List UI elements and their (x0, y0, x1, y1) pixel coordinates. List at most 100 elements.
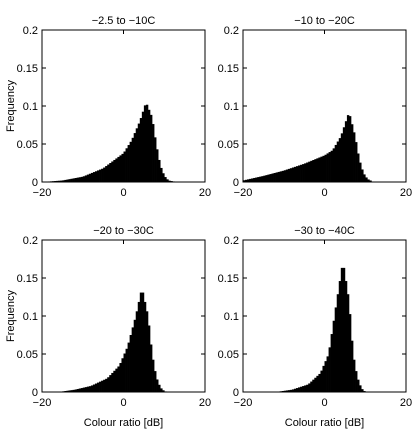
histogram-bar (145, 104, 149, 182)
x-tick-label: 20 (199, 187, 211, 199)
histogram-bar (263, 175, 266, 182)
histogram-bar (328, 347, 331, 392)
histogram-bar (261, 176, 264, 182)
histogram-bars (44, 104, 177, 182)
histogram-bar (353, 359, 356, 392)
histogram-bar (123, 353, 126, 392)
histogram-bar (97, 382, 100, 392)
x-tick-label: 0 (120, 187, 126, 199)
panel-title: −10 to −20C (294, 15, 355, 27)
histogram-bar (330, 334, 333, 392)
histogram-bar (131, 137, 135, 182)
histogram-bar (131, 327, 135, 392)
histogram-bar (367, 179, 370, 182)
histogram-bar (154, 137, 157, 182)
histogram-bar (328, 152, 331, 182)
y-tick-label: 0.05 (17, 139, 38, 151)
panel-title: −2.5 to −10C (92, 15, 156, 27)
histogram-bar (103, 379, 106, 392)
x-axis-label: Colour ratio [dB] (84, 417, 163, 429)
histogram-bar (273, 172, 276, 182)
histogram-bar (101, 380, 104, 392)
histogram-bar (121, 358, 124, 392)
histogram-bar (109, 163, 112, 182)
histogram-bar (158, 159, 161, 182)
histogram-bar (70, 390, 73, 392)
x-tick-label: 0 (321, 187, 327, 199)
histogram-bars (60, 292, 169, 392)
histogram-bar (324, 361, 327, 393)
histogram-bar (253, 177, 256, 182)
x-tick-label: −20 (33, 187, 52, 199)
histogram-bar (84, 175, 88, 182)
histogram-bar (152, 359, 155, 392)
y-tick-label: 0.2 (23, 25, 38, 37)
histogram-bar (162, 173, 165, 182)
histogram-bar (350, 124, 354, 182)
y-tick-label: 0.1 (23, 311, 38, 323)
histogram-bar (105, 378, 108, 392)
histogram-bar (129, 335, 132, 392)
histogram-bar (78, 388, 82, 392)
histogram-bar (152, 124, 155, 182)
histogram-bar (166, 179, 169, 182)
histogram-bar (143, 301, 147, 392)
histogram-bar (306, 384, 309, 392)
histogram-bar (334, 144, 338, 182)
histogram-bar (137, 123, 141, 182)
histogram-bar (60, 180, 63, 182)
histogram-bar (117, 156, 120, 182)
histogram-bar (350, 340, 354, 392)
histogram-bar (359, 162, 362, 182)
histogram-bar (168, 180, 171, 182)
histogram-bar (346, 294, 350, 392)
histogram-bar (293, 166, 297, 182)
histogram-bar (344, 281, 348, 392)
histogram-bar (127, 145, 130, 182)
histogram-bar (111, 372, 114, 392)
histogram-bar (58, 180, 61, 182)
histogram-bar (101, 168, 104, 182)
histogram-bar (322, 155, 325, 182)
y-axis-label: Frequency (5, 290, 17, 342)
histogram-bar (330, 150, 333, 182)
x-tick-label: 20 (400, 187, 412, 199)
histogram-bar (302, 386, 305, 392)
y-tick-label: 0.15 (218, 273, 239, 285)
histogram-bar (245, 179, 248, 182)
histogram-bar (76, 389, 80, 392)
histogram-bar (74, 178, 77, 182)
y-tick-label: 0.15 (17, 273, 38, 285)
histogram-bar (353, 132, 356, 182)
y-tick-label: 0.05 (218, 349, 239, 361)
histogram-bar (127, 342, 130, 392)
histogram-bar (249, 178, 252, 182)
histogram-bar (332, 320, 336, 392)
histogram-bar (88, 386, 92, 392)
histogram-bar (289, 389, 293, 392)
histogram-bar (306, 162, 309, 182)
histogram-bar (121, 153, 124, 182)
histogram-bar (97, 170, 100, 182)
histogram-bar (164, 177, 167, 182)
histogram-bar (291, 389, 295, 392)
histogram-bar (287, 390, 291, 392)
histogram-bar (107, 377, 110, 392)
histogram-bar (145, 311, 149, 392)
histogram-bar (86, 174, 90, 182)
y-tick-label: 0.05 (218, 139, 239, 151)
histogram-bar (355, 142, 358, 182)
y-tick-label: 0 (233, 177, 239, 189)
histogram-bar (338, 281, 342, 392)
histogram-bar (310, 381, 313, 392)
histogram-bar (283, 390, 287, 392)
histogram-bar (316, 158, 319, 182)
panel-title: −20 to −30C (93, 225, 154, 237)
histogram-bar (84, 387, 88, 392)
y-tick-label: 0.15 (218, 63, 239, 75)
histogram-bar (357, 153, 360, 182)
histogram-bar (68, 179, 71, 182)
histogram-bar (277, 171, 281, 182)
x-tick-label: 0 (321, 397, 327, 409)
